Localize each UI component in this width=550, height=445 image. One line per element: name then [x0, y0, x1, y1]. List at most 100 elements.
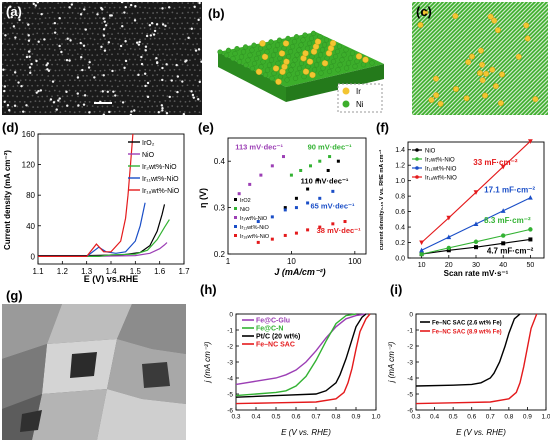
legend-label: Ir₂wt%-NiO — [425, 158, 455, 164]
ir-single-atom — [52, 101, 56, 104]
ir-atom — [532, 96, 539, 103]
ni-atom — [360, 62, 367, 68]
data-point — [270, 237, 274, 241]
ni-atom — [296, 47, 302, 53]
ir-single-atom — [198, 80, 201, 84]
ni-atom — [255, 50, 262, 57]
ni-atom — [289, 44, 296, 50]
ni-atom — [332, 53, 339, 60]
panel-f-cdl-chart: (f) 10 20 30 40 50 0.0 0.2 0.4 0.6 0.8 1.0 1.2 1.4 Ni… — [374, 118, 550, 286]
legend-label: NiO — [425, 149, 436, 155]
ir-single-atom — [108, 110, 111, 114]
ir-single-atom — [143, 72, 147, 75]
ir-single-atom — [68, 6, 71, 9]
ir-single-atom — [13, 71, 17, 74]
ir-single-atom — [190, 90, 193, 93]
capacitance-annotation: 4.7 mF·cm⁻² — [487, 246, 534, 255]
ir-single-atom — [25, 55, 29, 59]
ir-single-atom — [182, 112, 186, 116]
capacitance-annotation: 17.1 mF·cm⁻² — [484, 185, 535, 194]
ir-single-atom — [114, 94, 117, 97]
panel-label-b: (b) — [208, 6, 225, 21]
orr-comparison-plot: 0.3 0.4 0.5 0.6 0.7 0.8 0.9 1.0 0 -1 -2 -3 -4 -5 -6 Fe–… — [387, 311, 550, 437]
legend-label: Ir₁₁wt%-NiO — [142, 176, 179, 183]
ir-single-atom — [197, 98, 200, 101]
ir-single-atom — [51, 80, 55, 83]
ni-atom — [247, 52, 253, 58]
x-tick-label: 0.5 — [449, 414, 458, 421]
ir-single-atom — [165, 63, 168, 66]
ni-atom — [319, 47, 326, 53]
ir-atom — [306, 58, 314, 65]
x-tick-label: 1.0 — [371, 414, 380, 421]
ni-atom — [287, 49, 294, 55]
ir-atom — [483, 70, 490, 77]
panel-a-stem-image: (a) — [1, 0, 203, 117]
ir-single-atom — [29, 71, 32, 75]
y-tick-label: 0.0 — [395, 256, 405, 263]
ir-single-atom — [110, 14, 113, 17]
ir-single-atom — [4, 34, 7, 37]
ir-single-atom — [66, 104, 69, 107]
ni-atom — [334, 48, 341, 55]
ir-single-atom — [124, 59, 128, 63]
data-point — [528, 227, 533, 232]
legend-label: Fe@C-Glu — [256, 318, 290, 325]
ni-atom — [310, 30, 317, 36]
x-tick-label: 100 — [348, 257, 362, 266]
ir-single-atom — [28, 55, 31, 58]
y-tick-label: 0.6 — [395, 209, 405, 216]
ir-single-atom — [6, 103, 10, 107]
y-tick-label: 160 — [22, 130, 36, 139]
ir-single-atom — [144, 84, 147, 88]
ir-single-atom — [161, 66, 164, 70]
data-point — [474, 245, 478, 250]
y-tick-label: -3 — [407, 359, 413, 366]
legend-label: Ir₁₈wt%-NiO — [142, 188, 180, 195]
data-point — [237, 192, 241, 196]
x-tick-label: 1.7 — [178, 267, 190, 276]
ir-single-atom — [65, 58, 69, 62]
ir-single-atom — [83, 94, 87, 97]
x-tick-label: 1.3 — [81, 267, 93, 276]
ni-atom — [260, 59, 266, 65]
ir-atom — [489, 66, 496, 73]
ni-atom — [284, 77, 290, 83]
ir-single-atom — [198, 1, 201, 5]
panel-label-d: (d) — [2, 120, 19, 135]
ni-atom — [341, 52, 347, 58]
data-point — [331, 222, 335, 226]
ni-atom — [317, 52, 324, 58]
y-tick-label: -3 — [227, 359, 233, 366]
ni-atom — [230, 55, 236, 62]
stem-micrograph — [1, 0, 203, 117]
x-tick-label: 10 — [287, 257, 296, 266]
ir-single-atom — [164, 24, 167, 28]
ni-atom — [305, 63, 311, 70]
ir-single-atom — [160, 104, 164, 107]
ni-atom — [275, 60, 281, 67]
ni-atom — [268, 57, 275, 63]
ir-single-atom — [76, 76, 80, 79]
x-tick-label: 0.4 — [430, 414, 439, 421]
ir-atom — [309, 71, 316, 79]
x-tick-label: 0.7 — [486, 414, 495, 421]
ir-single-atom — [3, 100, 6, 104]
ir-single-atom — [9, 5, 12, 8]
ni-atom — [271, 70, 277, 77]
panel-g-sem-image: (g) — [2, 288, 186, 440]
ir-single-atom — [68, 59, 71, 62]
legend-ir-label: Ir — [356, 87, 361, 96]
data-point — [294, 196, 298, 200]
ir-atom — [261, 53, 269, 60]
ir-single-atom — [20, 84, 23, 88]
series-line — [415, 313, 521, 387]
ir-single-atom — [18, 18, 21, 22]
ir-atom — [492, 83, 499, 90]
ir-single-atom — [161, 107, 164, 110]
ni-atom — [292, 75, 299, 81]
ir-single-atom — [133, 109, 136, 112]
data-point — [259, 173, 263, 177]
legend-ni-label: Ni — [356, 100, 364, 109]
ni-atom — [298, 42, 304, 48]
